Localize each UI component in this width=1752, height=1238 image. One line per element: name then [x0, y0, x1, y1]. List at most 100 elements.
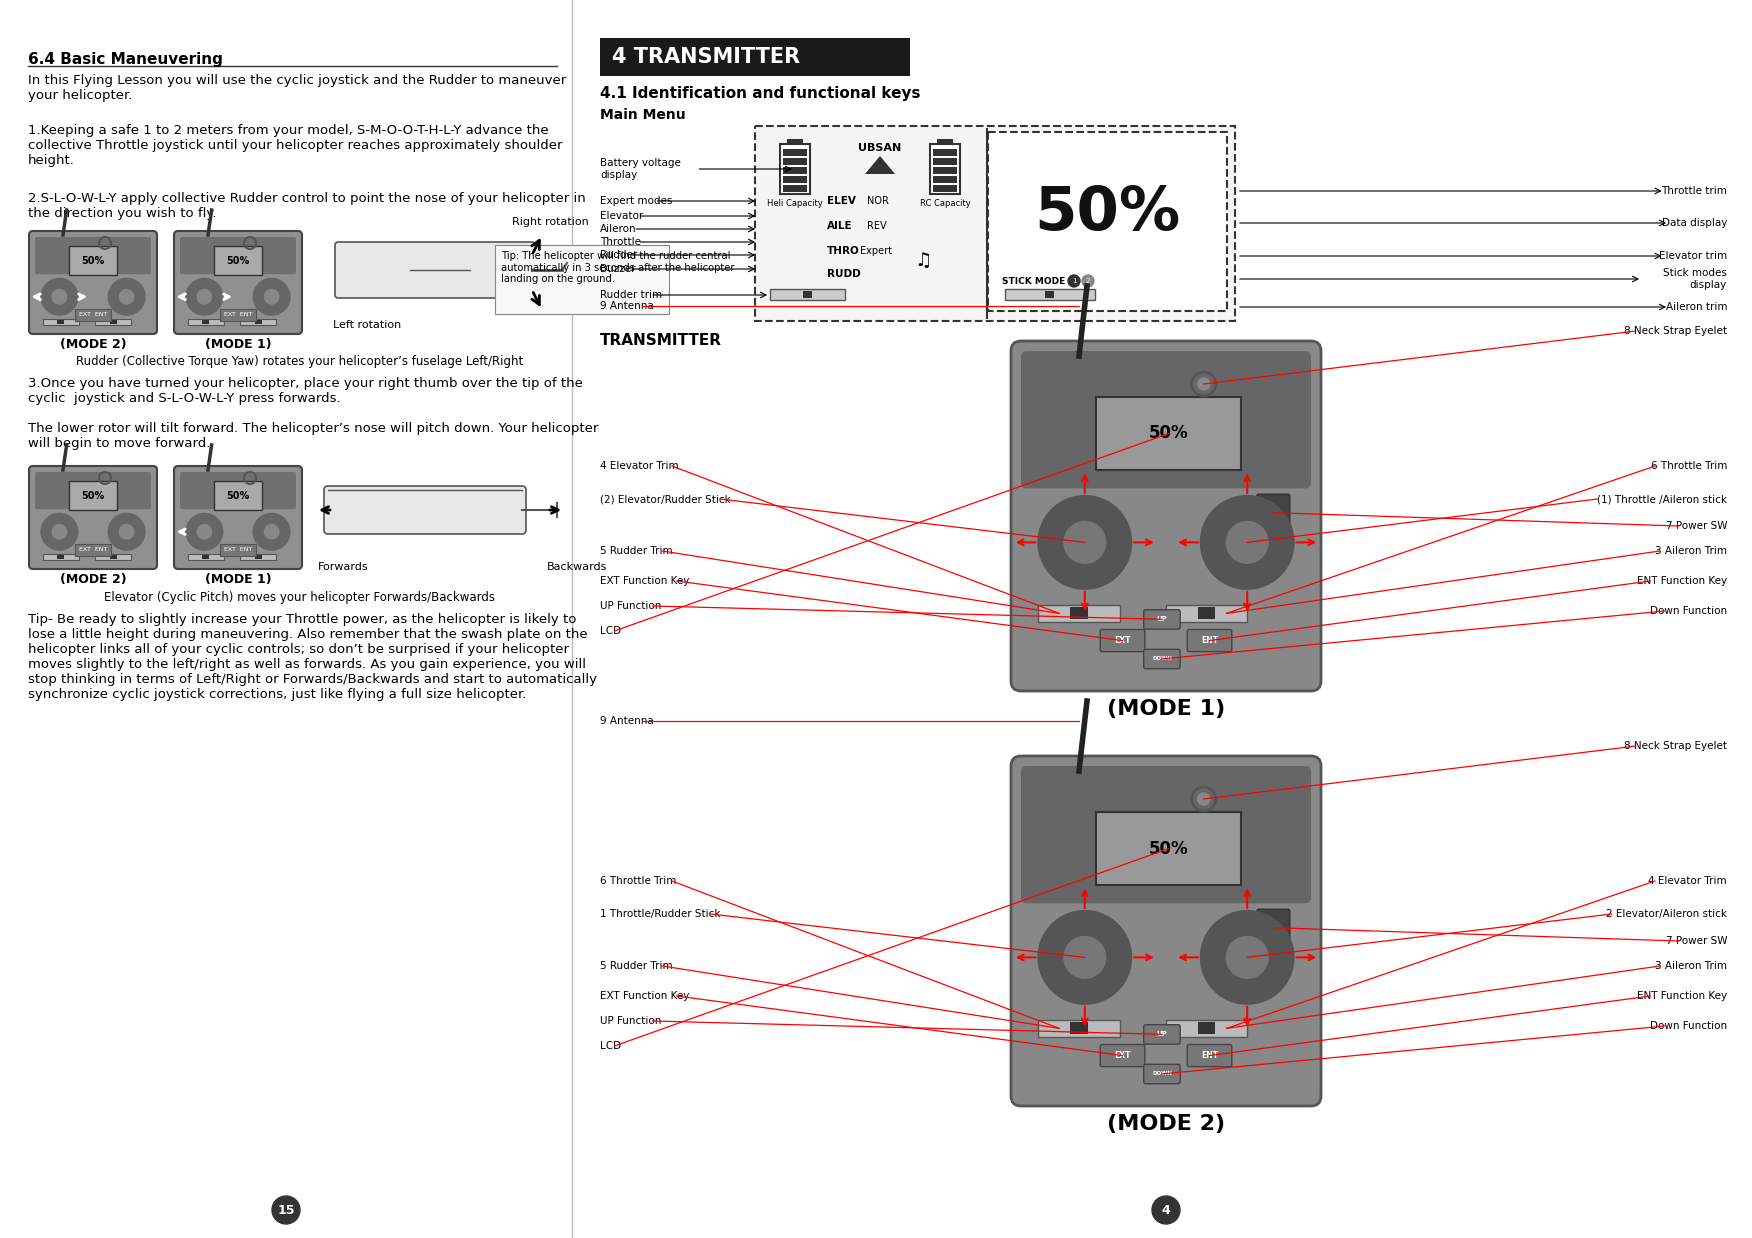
Bar — [930, 144, 960, 194]
Circle shape — [186, 279, 223, 314]
Text: Right rotation: Right rotation — [512, 217, 589, 227]
FancyBboxPatch shape — [173, 232, 301, 334]
Text: Expert modes: Expert modes — [599, 196, 673, 206]
Circle shape — [1069, 275, 1079, 287]
Bar — [934, 158, 957, 165]
Text: 1 Throttle/Rudder Stick: 1 Throttle/Rudder Stick — [599, 909, 720, 919]
Text: 2 Elevator/Aileron stick: 2 Elevator/Aileron stick — [1607, 909, 1727, 919]
Text: Buzzer: Buzzer — [599, 264, 636, 274]
FancyBboxPatch shape — [1100, 1045, 1144, 1067]
Bar — [1167, 1020, 1247, 1036]
Bar — [783, 176, 808, 183]
Bar — [187, 318, 224, 326]
Bar — [95, 553, 131, 561]
Bar — [187, 553, 224, 561]
Text: (1) Throttle /Aileron stick: (1) Throttle /Aileron stick — [1598, 494, 1727, 504]
Text: Rudder trim: Rudder trim — [599, 290, 662, 300]
Circle shape — [42, 514, 77, 550]
Text: Down Function: Down Function — [1650, 605, 1727, 617]
Text: Elevator: Elevator — [599, 210, 643, 222]
FancyBboxPatch shape — [1011, 340, 1321, 691]
Bar — [1039, 605, 1120, 621]
Bar — [1097, 397, 1242, 469]
Text: 50%: 50% — [1034, 184, 1181, 243]
Text: 6 Throttle Trim: 6 Throttle Trim — [599, 877, 676, 886]
Bar — [1070, 607, 1088, 619]
Circle shape — [109, 279, 145, 314]
Bar — [802, 291, 811, 298]
FancyBboxPatch shape — [30, 232, 158, 334]
FancyBboxPatch shape — [180, 236, 296, 275]
Text: EXT  ENT: EXT ENT — [79, 312, 107, 317]
Text: LCD: LCD — [599, 1041, 622, 1051]
Bar — [783, 158, 808, 165]
Text: Battery voltage
display: Battery voltage display — [599, 158, 682, 180]
Text: 50%: 50% — [81, 490, 105, 500]
Bar — [934, 167, 957, 175]
Text: Rudder (Collective Torque Yaw) rotates your helicopter’s fuselage Left/Right: Rudder (Collective Torque Yaw) rotates y… — [77, 355, 524, 368]
FancyBboxPatch shape — [35, 472, 151, 509]
Text: REV: REV — [867, 222, 887, 232]
Bar — [1167, 605, 1247, 621]
Circle shape — [254, 279, 289, 314]
Bar — [201, 319, 208, 324]
Circle shape — [1083, 275, 1093, 287]
Bar — [221, 310, 256, 321]
Text: ENT Function Key: ENT Function Key — [1636, 990, 1727, 1002]
Bar — [783, 167, 808, 175]
Circle shape — [1200, 496, 1293, 589]
Text: Main Menu: Main Menu — [599, 108, 685, 123]
Text: The lower rotor will tilt forward. The helicopter’s nose will pitch down. Your h: The lower rotor will tilt forward. The h… — [28, 422, 599, 449]
Bar — [214, 246, 263, 275]
Text: RUDD: RUDD — [827, 269, 860, 279]
Bar — [934, 184, 957, 192]
Text: Throttle: Throttle — [599, 236, 641, 248]
Bar — [934, 176, 957, 183]
Text: Tip- Be ready to slightly increase your Throttle power, as the helicopter is lik: Tip- Be ready to slightly increase your … — [28, 613, 597, 701]
Bar — [68, 246, 117, 275]
Text: Data display: Data display — [1661, 218, 1727, 228]
Text: 50%: 50% — [1149, 839, 1188, 858]
Text: Backwards: Backwards — [547, 562, 608, 572]
Text: Stick modes
display: Stick modes display — [1663, 269, 1727, 290]
Circle shape — [198, 525, 212, 539]
Text: RC Capacity: RC Capacity — [920, 199, 971, 208]
FancyBboxPatch shape — [1144, 1025, 1181, 1044]
Circle shape — [1198, 794, 1209, 805]
Bar — [240, 318, 277, 326]
Circle shape — [53, 525, 67, 539]
FancyBboxPatch shape — [1144, 1065, 1181, 1083]
Circle shape — [109, 514, 145, 550]
Bar — [1006, 288, 1095, 300]
Text: 8 Neck Strap Eyelet: 8 Neck Strap Eyelet — [1624, 326, 1727, 335]
Circle shape — [1198, 378, 1209, 390]
Text: 50%: 50% — [1149, 425, 1188, 442]
FancyBboxPatch shape — [1144, 649, 1181, 669]
Bar — [58, 555, 65, 560]
Text: (MODE 1): (MODE 1) — [1107, 699, 1225, 719]
Text: (MODE 2): (MODE 2) — [60, 573, 126, 586]
Text: (MODE 1): (MODE 1) — [205, 338, 272, 352]
Text: Aileron: Aileron — [599, 224, 636, 234]
FancyBboxPatch shape — [1256, 494, 1289, 531]
FancyBboxPatch shape — [988, 132, 1226, 311]
Circle shape — [254, 514, 289, 550]
Text: 7 Power SW: 7 Power SW — [1666, 936, 1727, 946]
Text: 50%: 50% — [81, 256, 105, 266]
Text: 3 Aileron Trim: 3 Aileron Trim — [1656, 961, 1727, 971]
Text: UP Function: UP Function — [599, 1016, 661, 1026]
Text: 2: 2 — [1086, 279, 1090, 284]
Text: 9 Antenna: 9 Antenna — [599, 716, 653, 725]
FancyBboxPatch shape — [1188, 629, 1232, 651]
FancyBboxPatch shape — [1100, 629, 1144, 651]
FancyBboxPatch shape — [1011, 756, 1321, 1106]
FancyBboxPatch shape — [496, 245, 669, 314]
Text: 4 TRANSMITTER: 4 TRANSMITTER — [611, 47, 801, 67]
Bar — [769, 288, 844, 300]
Text: AILE: AILE — [827, 222, 853, 232]
Circle shape — [265, 290, 279, 305]
Text: 3 Aileron Trim: 3 Aileron Trim — [1656, 546, 1727, 556]
Circle shape — [272, 1196, 300, 1224]
Text: DOWN: DOWN — [1153, 1071, 1172, 1076]
Circle shape — [1063, 521, 1106, 563]
